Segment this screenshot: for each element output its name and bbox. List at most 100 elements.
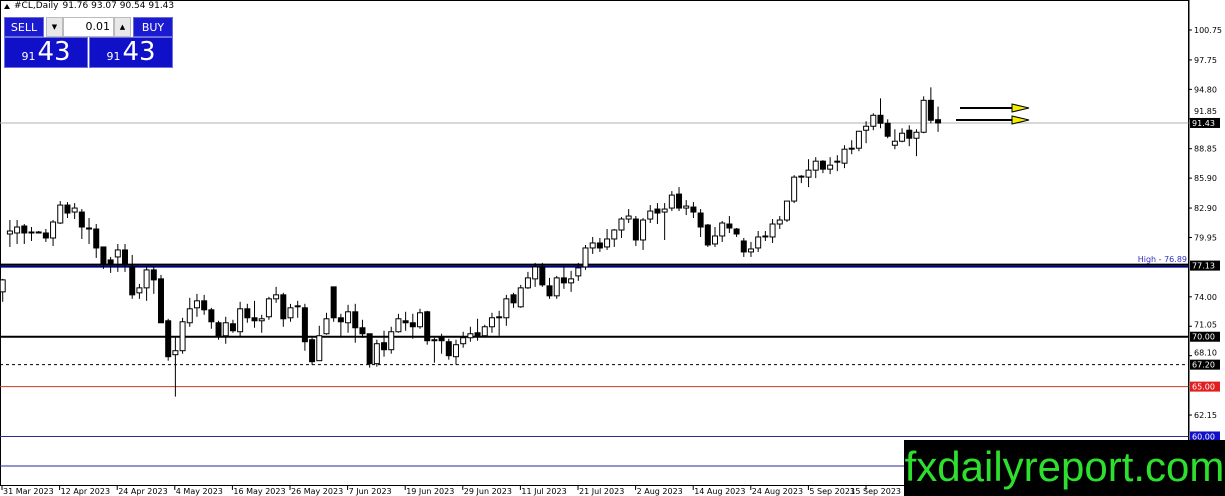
price-tick-label: 94.80 (1194, 85, 1217, 94)
candle (488, 312, 495, 333)
candle-body-bear (352, 311, 359, 329)
candle (546, 277, 553, 299)
current-price-badge: 91.43 (1192, 119, 1215, 128)
candle-body-bull (640, 219, 647, 241)
candle-body-bull (848, 147, 855, 150)
candle-body-bear (150, 269, 157, 281)
candle (273, 286, 280, 303)
candle (517, 284, 524, 308)
candle (460, 331, 467, 348)
candle-body-bull (899, 132, 906, 142)
candle-body-bull (0, 279, 6, 293)
price-tick-label: 88.85 (1194, 145, 1217, 154)
candle-body-bull (791, 176, 798, 202)
candle (294, 300, 301, 318)
candle-body-bull (114, 249, 121, 258)
time-tick-label: 4 May 2023 (176, 487, 223, 496)
candle-body-bear (165, 320, 172, 358)
lot-size-input[interactable]: 0.01 (63, 17, 114, 37)
price-tick-label: 74.00 (1194, 293, 1217, 302)
down-triangle-icon: ▼ (51, 23, 58, 31)
candle-body-bull (604, 238, 611, 248)
candle-body-bear (309, 339, 316, 363)
level-price-badge-bg (1190, 260, 1220, 271)
time-tick-label: 14 Aug 2023 (694, 487, 745, 496)
candle (776, 216, 783, 230)
candle-body-bear (229, 323, 236, 332)
candle (568, 270, 575, 292)
candle-body-bear (740, 240, 747, 253)
candle (215, 320, 222, 340)
candle-body-bull (812, 160, 819, 171)
candle (258, 314, 265, 333)
candle (309, 337, 316, 365)
candle-body-bear (64, 204, 71, 214)
candle (114, 243, 121, 272)
candle-body-bear (244, 308, 251, 319)
up-triangle-icon: ▲ (119, 23, 126, 31)
candle-body-bull (769, 223, 776, 238)
candle-body-bull (6, 230, 13, 235)
candle (805, 159, 812, 188)
candle (834, 155, 841, 172)
buy-button[interactable]: BUY (133, 17, 173, 37)
candle-body-bear (100, 246, 107, 266)
candle (747, 241, 754, 257)
candle-body-bear (366, 333, 373, 365)
candle-body-bull (481, 326, 488, 337)
candle-body-bull (452, 344, 459, 358)
candle (201, 294, 208, 315)
candle-body-bear (690, 206, 697, 213)
candle-body-bear (884, 122, 891, 137)
collapse-triangle-icon[interactable] (4, 3, 10, 9)
sell-price-box[interactable]: 91 43 (4, 37, 88, 68)
candle (733, 228, 740, 237)
chart-header: #CL,Daily 91.76 93.07 90.54 91.43 (4, 1, 174, 11)
candle-body-bear (93, 228, 100, 249)
buy-price-box[interactable]: 91 43 (89, 37, 173, 68)
time-tick-label: 5 Sep 2023 (809, 487, 855, 496)
lot-decrease-button[interactable]: ▼ (46, 17, 63, 37)
candle-body-bear (704, 224, 711, 246)
candle-body-bull (503, 298, 510, 319)
level-lines (0, 122, 1189, 467)
candle (287, 303, 294, 322)
candle (186, 297, 193, 327)
candle (244, 303, 251, 323)
candle-body-bull (71, 207, 78, 213)
candle (539, 262, 546, 287)
candle (855, 130, 862, 152)
price-tick-label: 91.85 (1194, 107, 1217, 116)
candle (474, 318, 481, 341)
candle (589, 236, 596, 254)
candle (625, 209, 632, 224)
time-tick-label: 29 Jun 2023 (464, 487, 512, 496)
candle-body-bear (251, 317, 258, 322)
candle-body-bull (913, 131, 920, 139)
lot-increase-button[interactable]: ▲ (114, 17, 131, 37)
candle (14, 220, 21, 244)
candle-body-bull (143, 269, 150, 289)
arrow-head (1011, 115, 1030, 125)
sell-price-pips: 43 (37, 37, 71, 67)
candle (165, 318, 172, 361)
high-annotation: High - 76.89 (1138, 255, 1187, 264)
candle-body-bull (524, 277, 531, 289)
candle-body-bear (280, 294, 287, 320)
candle (899, 128, 906, 143)
candle-body-bull (323, 318, 330, 335)
candle (28, 227, 35, 241)
candle-body-bear (78, 211, 85, 228)
candle-body-bull (553, 277, 560, 297)
candle-body-bull (488, 317, 495, 328)
candle (301, 303, 308, 351)
candle (848, 140, 855, 155)
candle (467, 326, 474, 342)
sell-button[interactable]: SELL (4, 17, 44, 37)
candle-body-bull (50, 221, 57, 239)
candle (481, 324, 488, 338)
candle (107, 256, 114, 273)
price-tick-label: 68.10 (1194, 349, 1217, 358)
candle-body-bear (438, 337, 445, 342)
